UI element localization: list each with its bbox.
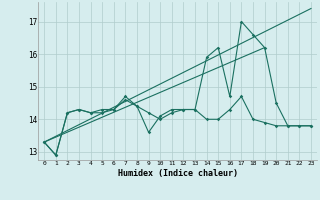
X-axis label: Humidex (Indice chaleur): Humidex (Indice chaleur) [118, 169, 238, 178]
